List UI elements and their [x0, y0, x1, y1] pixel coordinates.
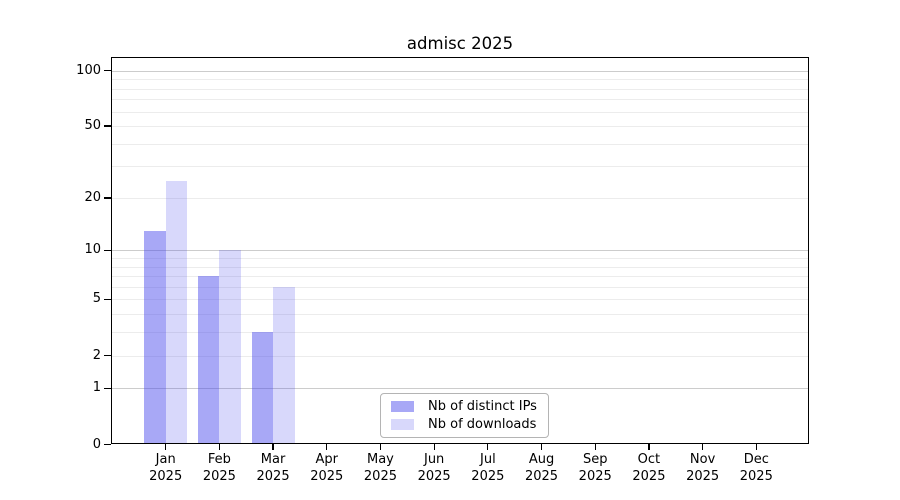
- y-tick-label: 1: [92, 380, 101, 396]
- x-tick-label: Mar 2025: [257, 451, 290, 485]
- major-gridline: [112, 250, 808, 252]
- legend-item-distinct-ips: Nb of distinct IPs: [391, 398, 538, 415]
- x-tick-mark: [701, 444, 704, 450]
- x-tick-year: 2025: [310, 469, 344, 484]
- y-tick-mark: [104, 443, 111, 446]
- minor-gridline: [112, 276, 808, 278]
- bar-downloads-mar: [273, 286, 295, 443]
- y-tick-mark: [104, 70, 111, 72]
- legend-item-downloads: Nb of downloads: [391, 416, 538, 433]
- minor-gridline: [112, 88, 808, 90]
- x-tick-year: 2025: [149, 469, 183, 484]
- x-tick-label: Jul 2025: [471, 451, 504, 485]
- x-tick-month: Sep: [582, 452, 608, 467]
- y-tick-label: 20: [84, 189, 101, 205]
- y-tick-mark: [104, 354, 111, 357]
- minor-gridline: [112, 79, 808, 81]
- legend-swatch-downloads-icon: [391, 418, 414, 431]
- y-tick-mark: [104, 125, 111, 127]
- major-gridline: [112, 388, 808, 390]
- x-tick-mark: [326, 444, 328, 450]
- x-tick-mark: [165, 444, 167, 450]
- minor-gridline: [112, 111, 808, 113]
- bar-distinct-ips-jan: [144, 230, 166, 443]
- x-tick-label: Feb 2025: [203, 451, 236, 485]
- minor-gridline: [112, 143, 808, 145]
- x-tick-year: 2025: [632, 469, 666, 484]
- x-tick-month: Jan: [155, 452, 176, 467]
- x-tick-month: Feb: [207, 452, 231, 467]
- x-tick-month: Mar: [260, 452, 286, 467]
- x-tick-month: Jul: [480, 452, 496, 467]
- major-gridline: [112, 70, 808, 72]
- x-tick-mark: [540, 444, 543, 450]
- bar-distinct-ips-mar: [251, 332, 274, 443]
- bar-downloads-jan: [165, 180, 188, 443]
- x-tick-year: 2025: [524, 469, 559, 484]
- x-tick-mark: [379, 444, 382, 450]
- x-tick-year: 2025: [578, 469, 612, 484]
- y-tick-mark: [104, 197, 111, 199]
- bar-downloads-feb: [219, 250, 241, 443]
- x-tick-month: Nov: [689, 452, 716, 467]
- x-tick-label: Oct 2025: [632, 451, 665, 485]
- legend-label-distinct-ips: Nb of distinct IPs: [428, 399, 537, 414]
- x-tick-label: Aug 2025: [525, 451, 558, 485]
- x-tick-year: 2025: [202, 469, 236, 484]
- x-tick-month: Dec: [743, 452, 769, 467]
- x-tick-label: Apr 2025: [310, 451, 343, 485]
- legend-label-downloads: Nb of downloads: [428, 417, 537, 432]
- y-tick-label: 5: [92, 291, 101, 307]
- x-tick-mark: [218, 444, 221, 450]
- x-tick-year: 2025: [471, 469, 505, 484]
- y-tick-label: 100: [76, 62, 101, 78]
- x-tick-mark: [594, 444, 596, 450]
- minor-gridline: [112, 332, 808, 334]
- x-tick-year: 2025: [417, 469, 451, 484]
- legend: Nb of distinct IPs Nb of downloads: [380, 393, 549, 438]
- minor-gridline: [112, 299, 808, 301]
- minor-gridline: [112, 314, 808, 316]
- minor-gridline: [112, 166, 808, 168]
- minor-gridline: [112, 99, 808, 101]
- x-tick-label: Dec 2025: [740, 451, 773, 485]
- y-tick-label: 2: [92, 347, 101, 363]
- minor-gridline: [112, 355, 808, 357]
- minor-gridline: [112, 286, 808, 288]
- minor-gridline: [112, 266, 808, 268]
- x-tick-label: May 2025: [364, 451, 397, 485]
- x-tick-year: 2025: [739, 469, 773, 484]
- chart-title: admisc 2025: [406, 34, 514, 53]
- y-tick-label: 50: [84, 118, 101, 134]
- minor-gridline: [112, 126, 808, 128]
- x-tick-month: Apr: [315, 452, 339, 467]
- x-tick-label: Nov 2025: [686, 451, 719, 485]
- x-tick-year: 2025: [363, 469, 397, 484]
- x-tick-mark: [433, 444, 435, 450]
- x-tick-label: Sep 2025: [579, 451, 612, 485]
- x-tick-month: Aug: [528, 452, 555, 467]
- x-tick-mark: [272, 444, 274, 450]
- y-tick-label: 0: [92, 436, 101, 452]
- x-tick-label: Jan 2025: [149, 451, 182, 485]
- x-tick-month: May: [367, 452, 394, 467]
- y-tick-mark: [104, 249, 111, 251]
- x-tick-year: 2025: [256, 469, 290, 484]
- x-tick-year: 2025: [686, 469, 720, 484]
- x-tick-mark: [487, 444, 489, 450]
- x-tick-mark: [755, 444, 757, 450]
- minor-gridline: [112, 258, 808, 259]
- x-tick-label: Jun 2025: [418, 451, 451, 485]
- x-tick-month: Jun: [423, 452, 445, 467]
- x-tick-mark: [648, 444, 650, 450]
- minor-gridline: [112, 197, 808, 199]
- y-tick-mark: [104, 387, 111, 389]
- legend-swatch-distinct-ips-icon: [391, 400, 414, 413]
- y-tick-mark: [104, 298, 111, 301]
- y-tick-label: 10: [84, 242, 101, 258]
- bar-distinct-ips-feb: [197, 276, 220, 443]
- x-tick-month: Oct: [637, 452, 661, 467]
